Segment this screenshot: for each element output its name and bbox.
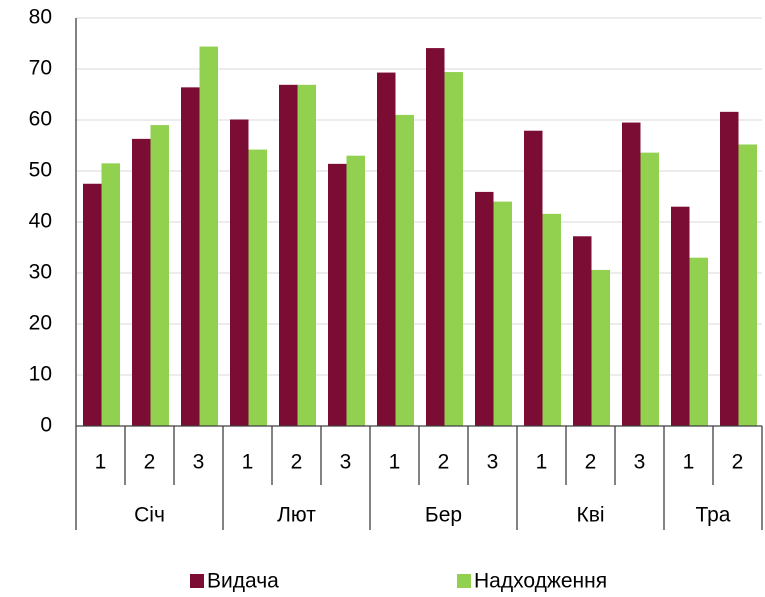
bar (720, 111, 739, 426)
bar (132, 138, 151, 426)
x-tick-label: 3 (634, 451, 646, 474)
legend-label: Видача (207, 570, 279, 593)
bar (524, 130, 543, 426)
group-label: Січ (134, 504, 165, 527)
x-tick-label: 1 (683, 451, 695, 474)
y-tick-label: 10 (29, 363, 52, 386)
legend-swatch (457, 574, 471, 588)
y-tick-label: 30 (29, 261, 52, 284)
x-tick-label: 3 (340, 451, 352, 474)
bar (475, 191, 494, 426)
bar (101, 163, 120, 426)
group-label: Кві (576, 504, 604, 527)
x-tick-label: 2 (732, 451, 744, 474)
group-label: Тра (695, 504, 730, 527)
x-tick-label: 2 (144, 451, 156, 474)
bar (444, 72, 463, 426)
bar (83, 183, 102, 426)
bar (573, 236, 592, 426)
x-tick-label: 2 (438, 451, 450, 474)
bar (297, 84, 316, 426)
y-tick-label: 80 (29, 6, 52, 29)
x-tick-label: 2 (585, 451, 597, 474)
y-tick-label: 70 (29, 57, 52, 80)
bar (738, 144, 757, 427)
bar (542, 213, 561, 426)
bar (248, 149, 267, 426)
x-tick-label: 1 (536, 451, 548, 474)
bar (395, 114, 414, 427)
x-tick-label: 1 (389, 451, 401, 474)
bar (279, 84, 298, 426)
bar (426, 48, 445, 427)
bar (640, 152, 659, 426)
bar (377, 72, 396, 426)
x-tick-label: 1 (242, 451, 254, 474)
bar (346, 155, 365, 426)
bar (493, 201, 512, 426)
x-tick-label: 3 (487, 451, 499, 474)
bar (689, 257, 708, 426)
bar (150, 125, 169, 426)
bar (591, 269, 610, 426)
bar (199, 46, 218, 427)
bar (181, 87, 200, 427)
group-label: Бер (425, 504, 462, 527)
y-tick-label: 20 (29, 312, 52, 335)
bar (671, 206, 690, 426)
y-tick-label: 50 (29, 159, 52, 182)
legend-label: Надходження (474, 570, 607, 593)
bar (230, 119, 249, 427)
bar (328, 163, 347, 427)
y-tick-label: 0 (40, 414, 52, 437)
x-tick-label: 1 (95, 451, 107, 474)
x-tick-label: 3 (193, 451, 205, 474)
group-label: Лют (277, 504, 316, 527)
bar (622, 122, 641, 427)
legend-swatch (190, 574, 204, 588)
y-tick-label: 60 (29, 108, 52, 131)
x-tick-label: 2 (291, 451, 303, 474)
y-tick-label: 40 (29, 210, 52, 233)
